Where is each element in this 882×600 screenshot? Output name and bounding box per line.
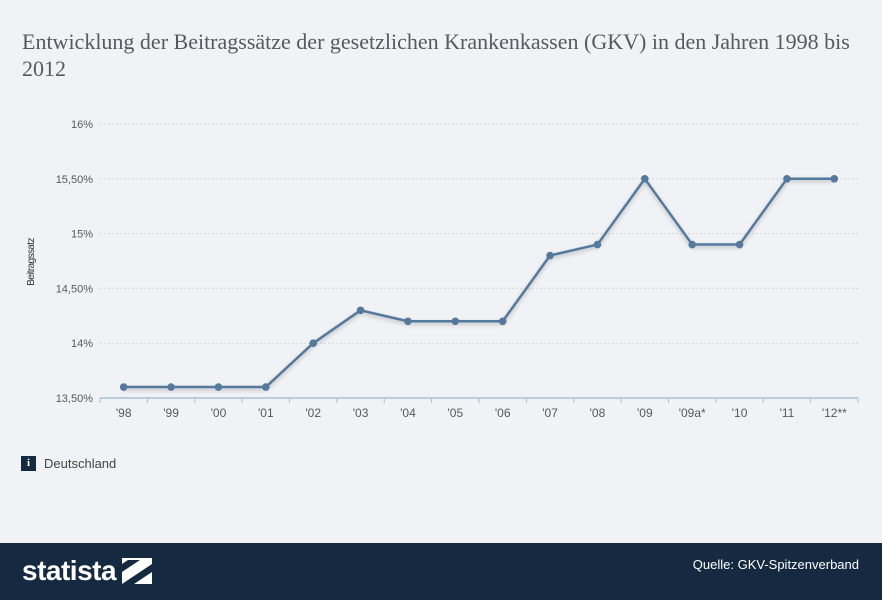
footer: statista Quelle: GKV-Spitzenverband (0, 543, 882, 600)
x-tick-label: '09a* (679, 406, 706, 420)
x-tick-label: '99 (163, 406, 179, 420)
chart-title: Entwicklung der Beitragssätze der gesetz… (22, 29, 850, 81)
legend: i Deutschland (21, 456, 116, 471)
data-point[interactable] (262, 383, 270, 391)
x-tick-label: '01 (258, 406, 274, 420)
source-text: Quelle: GKV-Spitzenverband (692, 557, 859, 572)
y-axis-label: Beitragssatz (26, 237, 37, 285)
x-tick-label: '11 (780, 406, 795, 420)
x-tick-label: '05 (447, 406, 463, 420)
grid-lines (100, 123, 858, 344)
x-tick-label: '04 (400, 406, 416, 420)
x-tick-label: '00 (211, 406, 227, 420)
y-tick-label: 13,50% (56, 393, 94, 405)
series-line (123, 177, 835, 389)
data-point[interactable] (214, 383, 223, 391)
x-tick-label: '09 (637, 406, 653, 420)
statista-logo[interactable]: statista (22, 555, 153, 587)
data-point[interactable] (593, 240, 602, 249)
series-deutschland (119, 175, 839, 391)
y-tick-label: 14% (71, 338, 93, 350)
data-point[interactable] (688, 240, 696, 249)
data-point[interactable] (309, 339, 317, 348)
x-tick-label: '07 (542, 406, 558, 420)
x-tick-label: '02 (305, 406, 321, 420)
statista-logo-icon (122, 558, 153, 584)
y-tick-label: 15% (71, 229, 93, 241)
data-point[interactable] (783, 175, 791, 183)
x-tick-label: '08 (590, 406, 606, 420)
data-point[interactable] (735, 240, 744, 249)
y-tick-label: 14,50% (56, 283, 94, 295)
data-point[interactable] (167, 383, 175, 391)
x-tick-label: '06 (495, 406, 511, 420)
data-point[interactable] (546, 251, 554, 260)
data-point[interactable] (498, 317, 507, 326)
x-axis: '98 '99 '00 '01 '02 '03 '04 '05 '06 '07 '08 '09 '09a… (99, 397, 859, 420)
x-tick-label: '03 (353, 406, 369, 420)
data-point[interactable] (641, 175, 649, 183)
data-point[interactable] (451, 317, 460, 326)
info-icon[interactable]: i (21, 456, 36, 471)
x-tick-label: '12** (822, 406, 847, 420)
x-tick-label: '98 (116, 406, 132, 420)
brand-name: statista (22, 555, 117, 586)
data-point[interactable] (356, 306, 365, 315)
y-tick-label: 16% (71, 119, 93, 131)
y-tick-label: 15,50% (56, 174, 94, 186)
x-tick-label: '10 (732, 406, 748, 420)
data-point[interactable] (830, 175, 839, 183)
line-chart: 13,50% 14% 14,50% 15% 15,50% 16% '98 '99 '00 '01… (26, 119, 859, 420)
y-axis: 13,50% 14% 14,50% 15% 15,50% 16% (56, 119, 94, 405)
legend-label: Deutschland (44, 456, 117, 471)
data-point[interactable] (404, 317, 412, 326)
data-point[interactable] (119, 383, 128, 391)
